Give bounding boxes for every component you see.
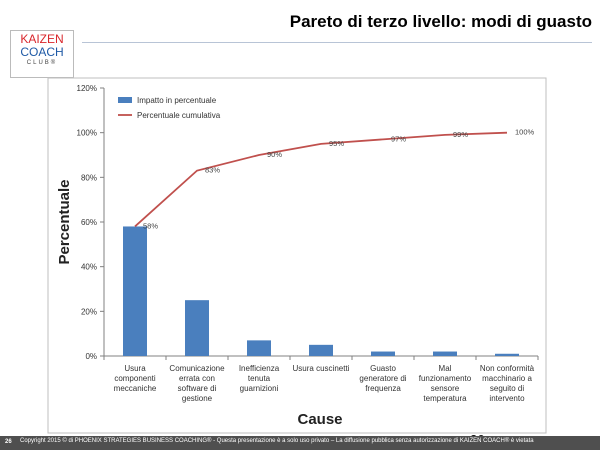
logo-line-kaizen: KAIZEN	[20, 32, 64, 46]
logo-line-club: CLUB®	[26, 60, 58, 66]
bar	[495, 353, 519, 356]
legend-label-line: Percentuale cumulativa	[137, 111, 221, 120]
x-category-label: tenuta	[248, 374, 271, 383]
cumulative-data-label: 90%	[267, 150, 282, 159]
chart-frame	[47, 77, 547, 434]
x-category-label: seguito di	[490, 384, 524, 393]
cumulative-data-label: 97%	[391, 134, 406, 143]
legend-swatch-bars	[118, 97, 132, 103]
slide-title: Pareto di terzo livello: modi di guasto	[289, 12, 592, 31]
cumulative-data-label: 58%	[143, 221, 158, 230]
bar	[247, 340, 271, 356]
legend-label-bars: Impatto in percentuale	[137, 96, 217, 105]
y-tick-label: 100%	[77, 129, 97, 138]
x-category-label: meccaniche	[114, 384, 157, 393]
x-category-label: Comunicazione	[169, 364, 225, 373]
cumulative-data-label: 83%	[205, 166, 220, 175]
bar	[123, 226, 147, 356]
y-tick-label: 40%	[81, 263, 97, 272]
x-category-label: temperatura	[423, 394, 467, 403]
x-category-label: intervento	[489, 394, 525, 403]
bar	[433, 351, 457, 356]
y-tick-label: 80%	[81, 173, 97, 182]
x-category-label: funzionamento	[419, 374, 472, 383]
x-category-label: Mal	[439, 364, 452, 373]
y-axis-title: Percentuale	[56, 179, 73, 264]
x-category-label: sensore	[431, 384, 460, 393]
y-tick-label: 60%	[81, 218, 97, 227]
kaizen-coach-logo: KAIZEN COACH CLUB®	[10, 30, 74, 78]
x-category-label: generatore di	[359, 374, 406, 383]
x-category-label: guarnizioni	[240, 384, 279, 393]
y-tick-label: 0%	[85, 352, 97, 361]
title-divider	[82, 42, 592, 43]
bar	[309, 344, 333, 356]
x-category-label: Inefficienza	[239, 364, 280, 373]
x-axis-title: Cause	[297, 411, 342, 428]
bar	[185, 300, 209, 356]
cumulative-line	[134, 131, 508, 228]
x-category-label: Non conformità	[480, 364, 535, 373]
x-category-label: Guasto	[370, 364, 396, 373]
footer-copyright: Copyright 2015 © di PHOENIX STRATEGIES B…	[20, 438, 534, 444]
x-category-label: frequenza	[365, 384, 401, 393]
x-category-label: componenti	[114, 374, 156, 383]
cumulative-data-label: 99%	[453, 130, 468, 139]
logo-line-coach: COACH	[20, 45, 64, 59]
x-category-label: software di	[178, 384, 217, 393]
footer-bar: 26 Copyright 2015 © di PHOENIX STRATEGIE…	[0, 436, 600, 450]
y-tick-label: 120%	[77, 84, 97, 93]
bar	[371, 351, 395, 356]
cumulative-data-label: 100%	[515, 128, 535, 137]
x-category-label: Usura cuscinetti	[293, 364, 350, 373]
footer-number: 26	[5, 439, 12, 445]
y-tick-label: 20%	[81, 307, 97, 316]
x-category-label: Usura	[124, 364, 146, 373]
x-category-label: macchinario a	[482, 374, 532, 383]
x-category-label: gestione	[182, 394, 213, 403]
x-category-label: errata con	[179, 374, 215, 383]
cumulative-data-label: 95%	[329, 139, 344, 148]
